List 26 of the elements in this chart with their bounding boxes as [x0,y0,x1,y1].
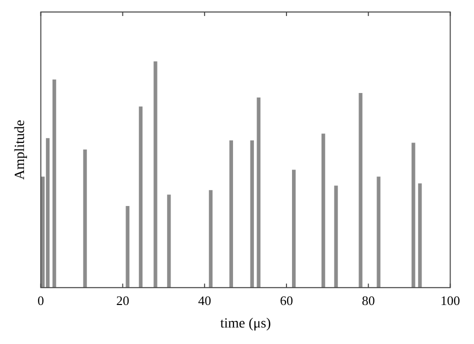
x-tick-label: 0 [38,292,44,308]
bar [229,140,234,288]
bar [138,106,143,288]
bar [52,79,56,288]
bar [292,170,296,288]
bar [256,98,260,288]
bar [334,186,338,288]
bar [154,61,158,288]
bar [418,183,422,288]
x-tick-label: 100 [440,292,460,308]
bar [126,206,130,288]
bar [358,92,362,288]
bar [83,149,87,288]
y-axis-title: Amplitude [13,120,28,180]
x-tick-label: 60 [280,292,293,308]
bar [412,142,416,288]
x-tick-label: 40 [198,292,212,308]
x-axis-title: time (μs) [220,316,272,332]
bar [208,190,213,288]
x-tick-label: 20 [116,292,130,308]
bar [376,176,380,288]
bar [46,138,50,288]
bar [250,140,254,288]
bar [321,134,326,288]
x-tick-label: 80 [362,292,375,308]
bar [167,194,171,288]
